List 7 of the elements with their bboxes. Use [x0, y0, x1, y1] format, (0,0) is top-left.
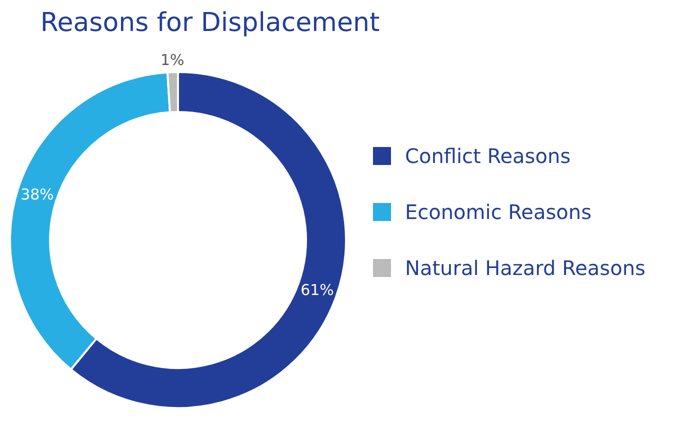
data-label: 61% [300, 281, 334, 300]
chart-title: Reasons for Displacement [39, 8, 381, 38]
data-label: 38% [20, 185, 54, 204]
legend-label: Economic Reasons [405, 200, 592, 224]
legend-label: Natural Hazard Reasons [405, 256, 646, 280]
legend-label: Conflict Reasons [405, 144, 571, 168]
data-label: 1% [160, 51, 184, 70]
